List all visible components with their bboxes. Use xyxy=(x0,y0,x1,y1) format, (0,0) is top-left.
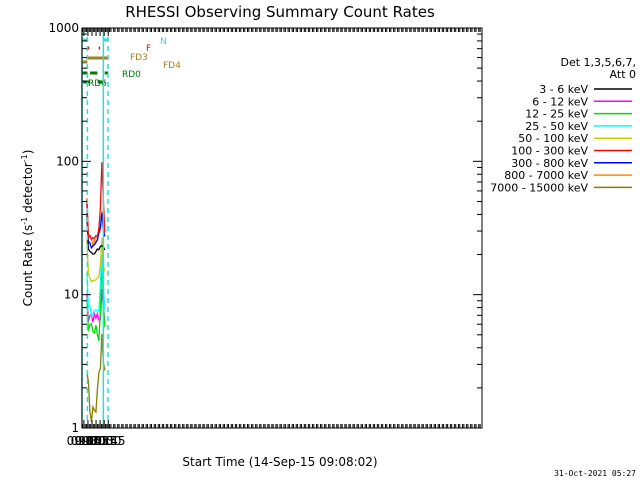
x-tick-label: 09:15 xyxy=(67,434,102,448)
flag-bar-label: RD6 xyxy=(88,79,107,89)
x-tick-label: 09:45 xyxy=(75,434,110,448)
flag-bar-label: N xyxy=(160,37,167,47)
series-line xyxy=(86,215,106,255)
series-line xyxy=(86,333,106,422)
flag-bar-label: FD3 xyxy=(130,53,148,63)
x-axis-label: Start Time (14-Sep-15 09:08:02) xyxy=(182,455,377,469)
y-tick-label: 100 xyxy=(56,154,79,168)
flag-bar-label: F xyxy=(146,44,151,54)
y-axis-label-part2: detector xyxy=(21,162,35,217)
y-axis-label-part1: Count Rate (s xyxy=(21,225,35,307)
y-axis-label-sup2: -1 xyxy=(20,154,29,162)
plot-frame xyxy=(81,27,483,429)
legend-entry-label: 12 - 25 keV xyxy=(525,108,588,121)
x-tick-label: 10:00 xyxy=(79,434,114,448)
x-tick-label: 10:45 xyxy=(91,434,126,448)
y-tick-label: 10 xyxy=(64,288,79,302)
legend-entry-label: 25 - 50 keV xyxy=(525,120,588,133)
series-line xyxy=(86,238,106,284)
legend-header-line1: Det 1,3,5,6,7, xyxy=(560,56,636,69)
legend-entry-label: 800 - 7000 keV xyxy=(504,169,588,182)
legend-header-line2: Att 0 xyxy=(610,68,636,81)
series-line xyxy=(86,162,106,241)
y-axis-label-part3: ) xyxy=(21,150,35,155)
y-tick-label: 1 xyxy=(71,421,79,435)
series-line xyxy=(86,288,106,323)
legend-entry-label: 7000 - 15000 keV xyxy=(490,181,588,194)
chart-title: RHESSI Observing Summary Count Rates xyxy=(125,3,435,21)
legend-entry-label: 50 - 100 keV xyxy=(518,132,588,145)
series-line xyxy=(86,254,106,318)
x-tick-label: 10:30 xyxy=(87,434,122,448)
flag-bar-label: RD0 xyxy=(122,70,141,80)
series-layer xyxy=(86,162,106,422)
legend-entry-label: 3 - 6 keV xyxy=(539,83,588,96)
y-tick-label: 1000 xyxy=(48,21,79,35)
y-axis-label: Count Rate (s-1 detector-1) xyxy=(20,150,35,307)
flag-bar-label: FD4 xyxy=(163,61,181,71)
y-axis-label-sup1: -1 xyxy=(20,217,29,225)
series-line xyxy=(86,203,106,250)
x-tick-label: 09:30 xyxy=(71,434,106,448)
legend-entry-label: 6 - 12 keV xyxy=(532,95,588,108)
legend-entry-label: 300 - 800 keV xyxy=(511,157,588,170)
legend-entry-label: 100 - 300 keV xyxy=(511,145,588,158)
x-tick-label: 10:15 xyxy=(83,434,118,448)
date-stamp: 31-Oct-2021 05:27 xyxy=(554,469,636,478)
